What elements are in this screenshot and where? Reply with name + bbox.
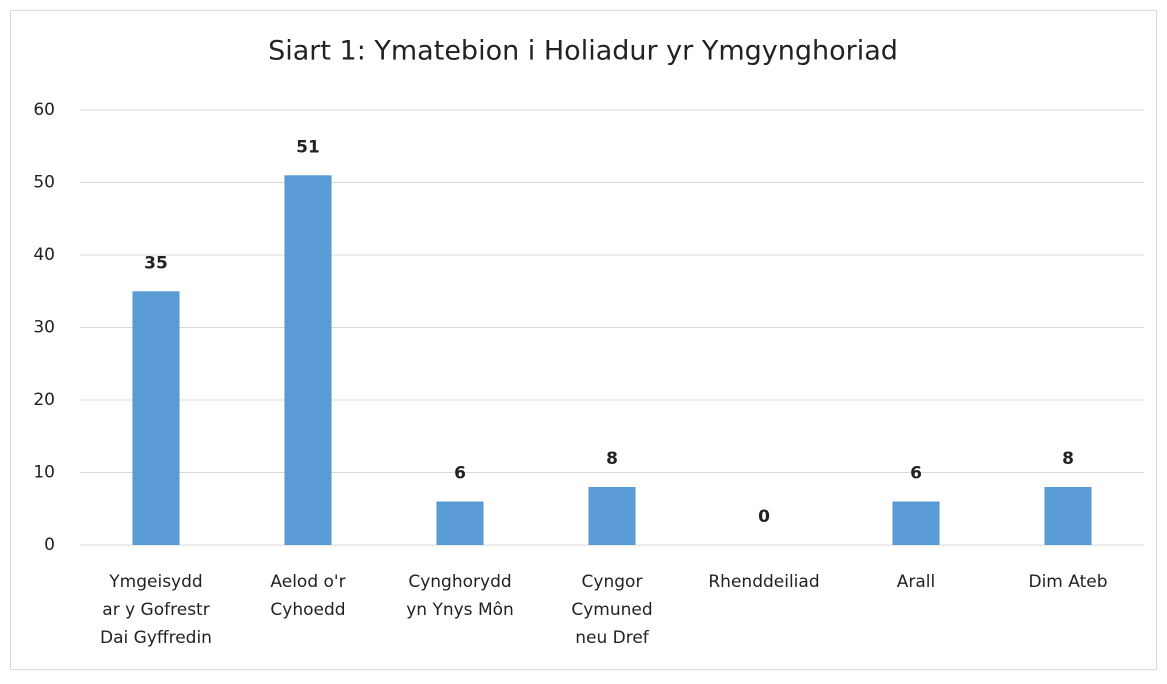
x-tick-label: Cyngor <box>582 572 643 592</box>
bar <box>436 501 484 545</box>
x-tick-label: yn Ynys Môn <box>406 600 514 620</box>
value-label: 8 <box>1062 449 1074 469</box>
x-tick-label: Dai Gyffredin <box>100 628 212 648</box>
y-tick-label: 60 <box>33 100 55 120</box>
x-tick-label: neu Dref <box>575 628 650 648</box>
x-tick-label: Arall <box>897 572 935 592</box>
y-tick-label: 0 <box>44 535 55 555</box>
x-tick-label: ar y Gofrestr <box>102 600 209 620</box>
value-label: 51 <box>296 137 320 157</box>
x-tick-label: Rhenddeiliad <box>708 572 819 592</box>
y-tick-label: 40 <box>33 245 55 265</box>
chart-border <box>10 10 1157 670</box>
x-tick-label: Cynghorydd <box>408 572 511 592</box>
x-tick-label: Ymgeisydd <box>108 572 202 592</box>
bar <box>1044 487 1092 545</box>
x-tick-label: Cyhoedd <box>270 600 345 620</box>
y-tick-label: 50 <box>33 173 55 193</box>
value-label: 0 <box>758 507 770 527</box>
y-tick-label: 20 <box>33 390 55 410</box>
bar <box>284 175 332 545</box>
bar <box>132 291 180 545</box>
y-tick-label: 30 <box>33 318 55 338</box>
value-label: 6 <box>454 464 466 484</box>
value-label: 8 <box>606 449 618 469</box>
value-label: 6 <box>910 464 922 484</box>
chart-title: Siart 1: Ymatebion i Holiadur yr Ymgyngh… <box>268 36 898 67</box>
y-tick-label: 10 <box>33 463 55 483</box>
bar <box>588 487 636 545</box>
x-tick-label: Cymuned <box>571 600 652 620</box>
bar <box>892 501 940 545</box>
x-tick-label: Dim Ateb <box>1028 572 1107 592</box>
value-label: 35 <box>144 253 168 273</box>
x-tick-label: Aelod o'r <box>270 572 345 592</box>
